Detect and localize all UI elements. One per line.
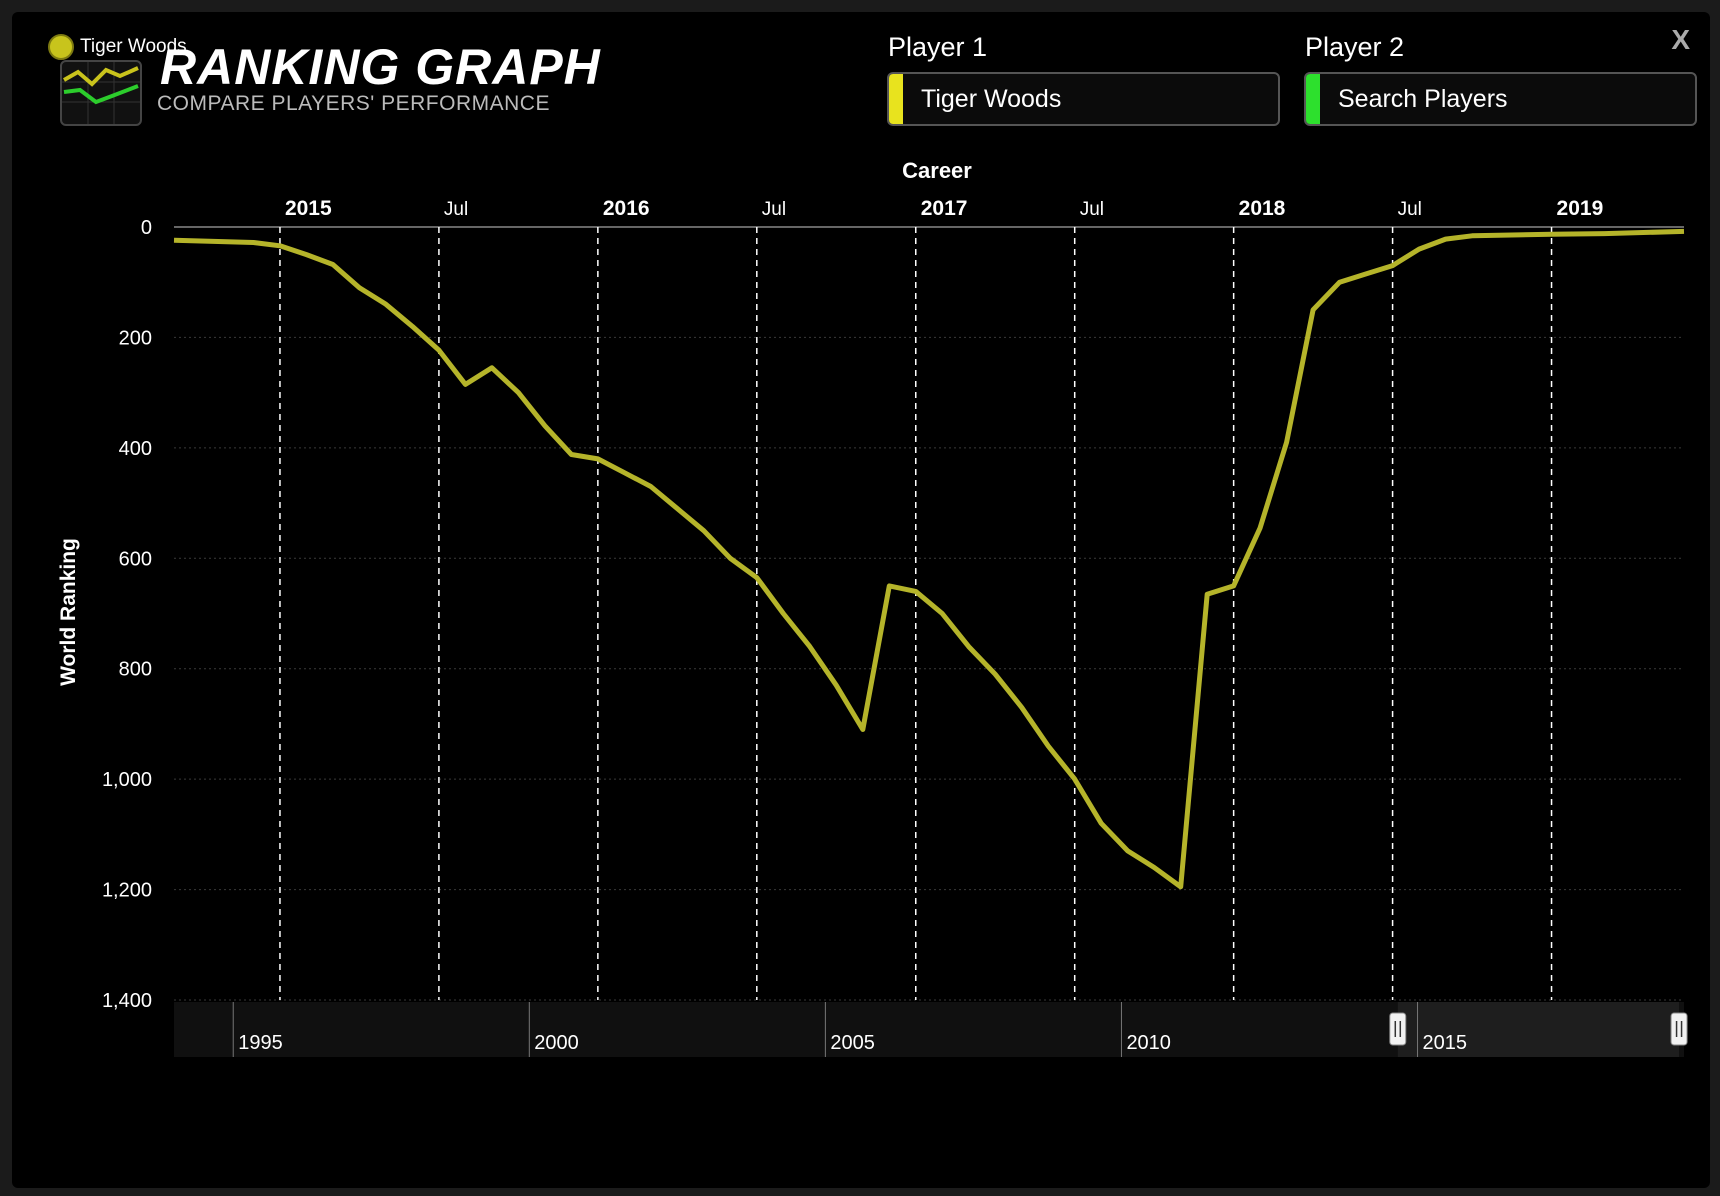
legend-label: Tiger Woods: [80, 36, 187, 57]
player1-label: Player 1: [888, 32, 988, 62]
page-title: RANKING GRAPH: [160, 39, 601, 95]
navigator-label: 1995: [238, 1032, 283, 1054]
player1-value: Tiger Woods: [921, 84, 1062, 113]
player2-label: Player 2: [1305, 32, 1405, 62]
x-tick-label: Jul: [444, 199, 468, 220]
navigator-handle-left[interactable]: [1389, 1012, 1407, 1046]
chart-logo-icon: [60, 60, 142, 126]
x-tick-label: Jul: [762, 199, 786, 220]
player2-search-input[interactable]: Search Players: [1304, 72, 1697, 126]
y-tick-label: 1,000: [102, 769, 152, 791]
navigator-label: 2005: [830, 1032, 875, 1054]
close-button[interactable]: X: [1671, 24, 1690, 55]
y-tick-label: 600: [119, 548, 152, 570]
page-subtitle: COMPARE PLAYERS' PERFORMANCE: [157, 92, 550, 115]
player2-color-swatch: [1306, 74, 1320, 124]
player1-field[interactable]: Tiger Woods: [887, 72, 1280, 126]
navigator-label: 2015: [1423, 1032, 1468, 1054]
x-tick-label: 2015: [285, 197, 332, 220]
ranking-graph-modal: [12, 12, 1710, 1188]
player2-placeholder: Search Players: [1338, 84, 1508, 113]
legend-marker-icon: [48, 34, 74, 60]
x-tick-label: Jul: [1080, 199, 1104, 220]
y-tick-label: 0: [141, 217, 152, 239]
x-tick-label: Jul: [1398, 199, 1422, 220]
y-tick-label: 800: [119, 659, 152, 681]
x-tick-label: 2016: [603, 197, 650, 220]
x-tick-label: 2018: [1239, 197, 1286, 220]
x-tick-label: 2017: [921, 197, 968, 220]
y-tick-label: 1,200: [102, 880, 152, 902]
chart-title: Career: [902, 158, 972, 183]
player1-color-swatch: [889, 74, 903, 124]
navigator-label: 2000: [534, 1032, 579, 1054]
y-tick-label: 400: [119, 438, 152, 460]
y-tick-label: 200: [119, 327, 152, 349]
y-tick-label: 1,400: [102, 990, 152, 1012]
legend[interactable]: Tiger Woods: [48, 34, 187, 60]
x-tick-label: 2019: [1557, 197, 1604, 220]
navigator-handle-right[interactable]: [1670, 1012, 1688, 1046]
navigator-selection: [1397, 1002, 1680, 1057]
series-line-tiger-woods: [173, 228, 1685, 890]
navigator-label: 2010: [1126, 1032, 1171, 1054]
